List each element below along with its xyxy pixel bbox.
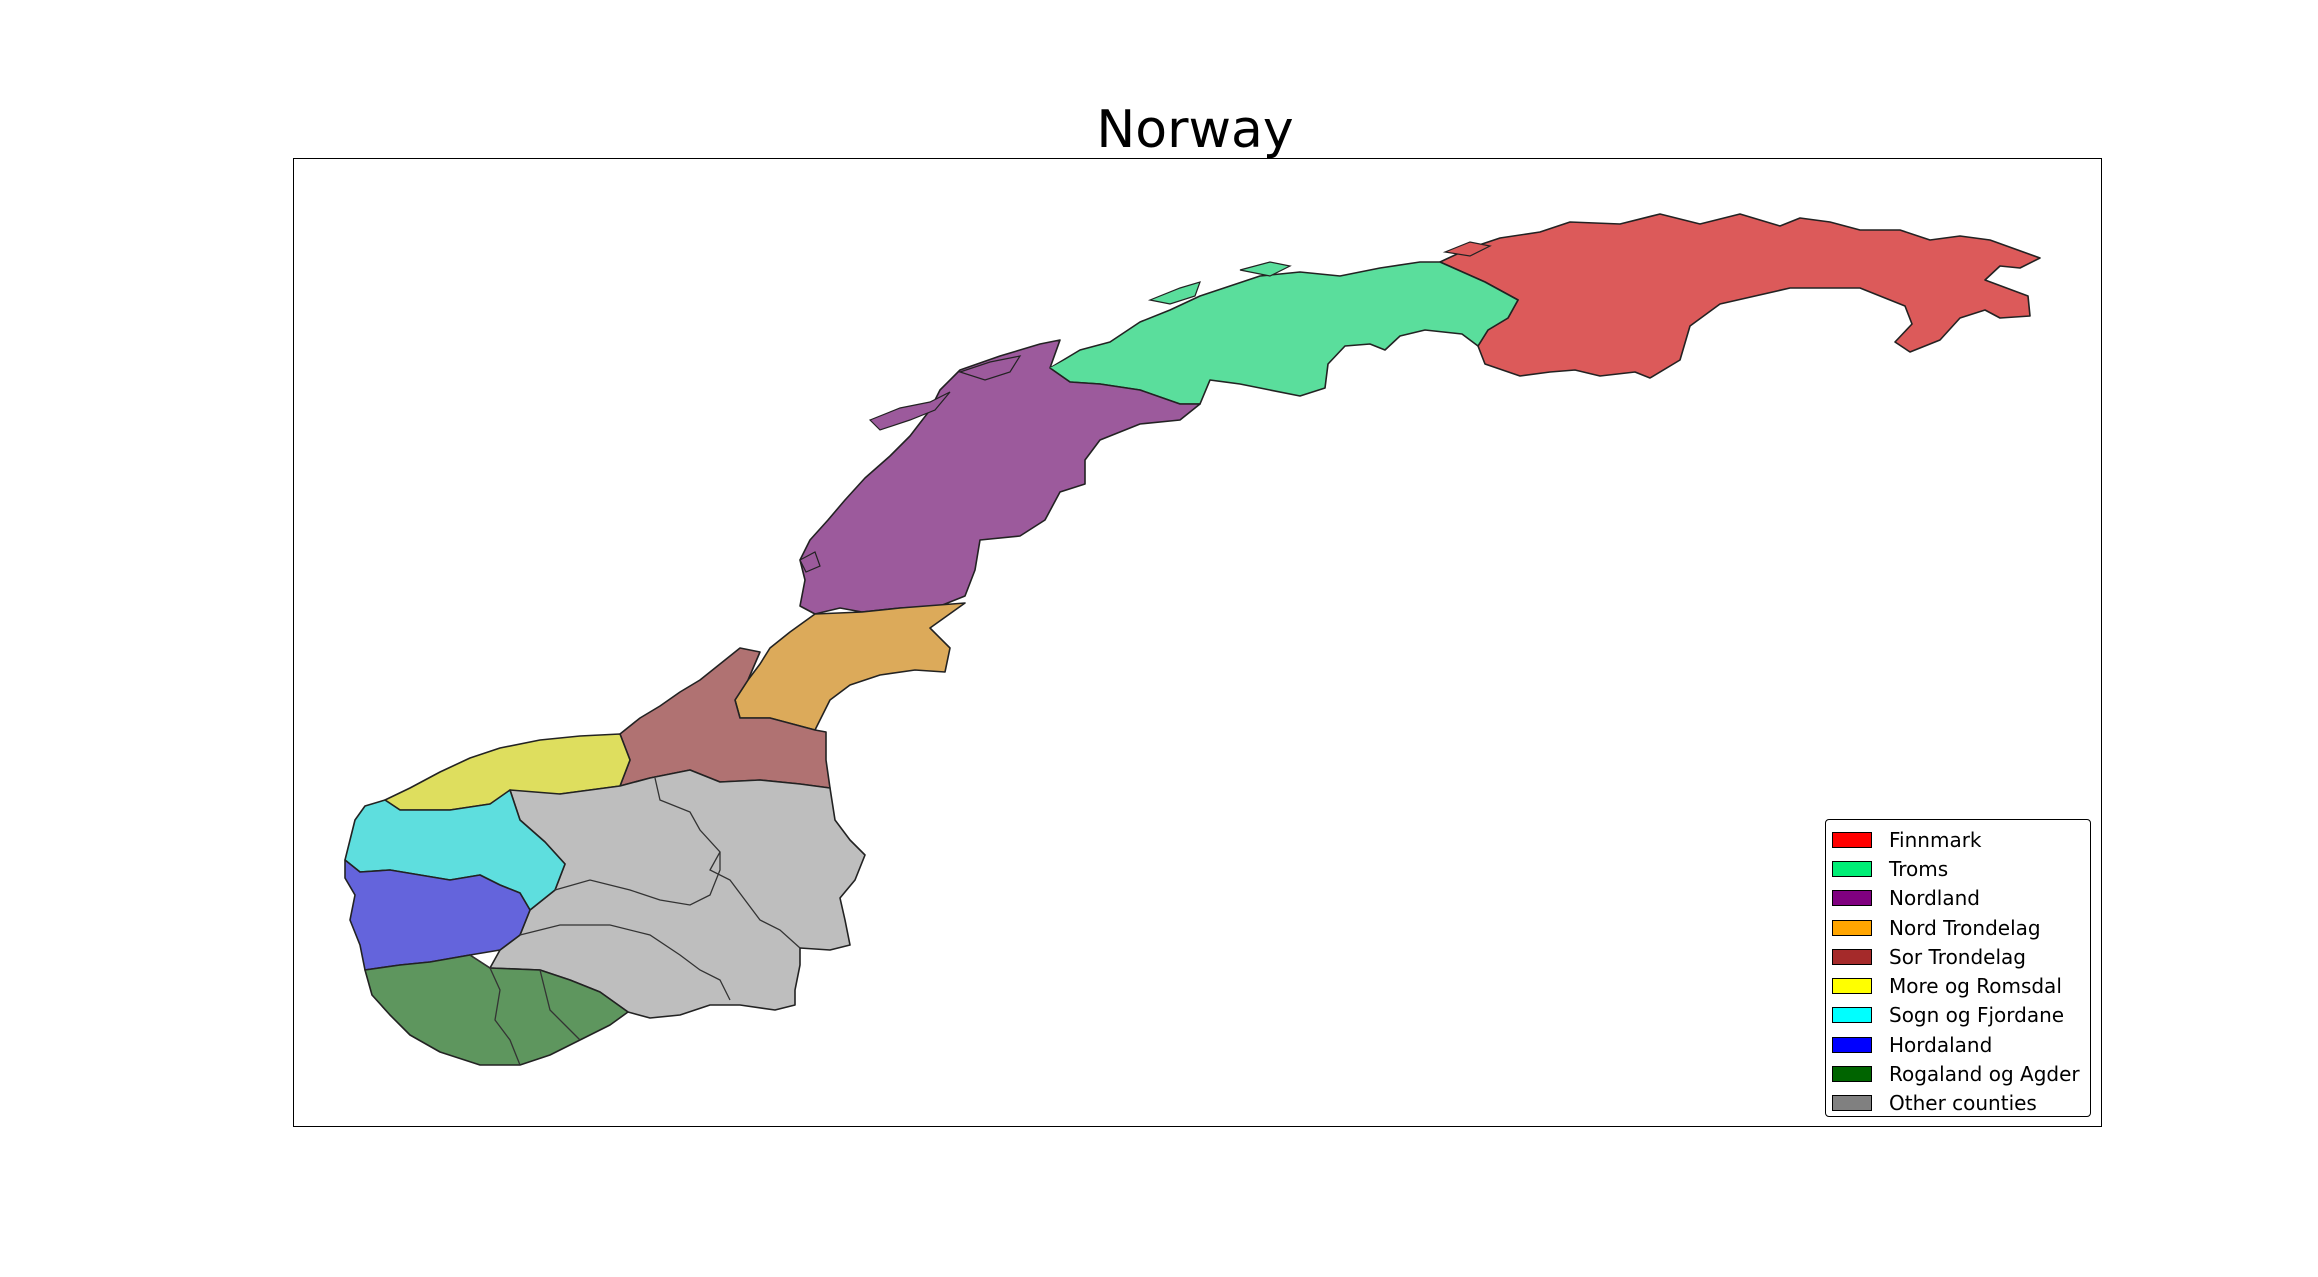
region-nord-trondelag — [734, 602, 966, 731]
legend-label: Nordland — [1889, 886, 1980, 911]
legend-swatch — [1832, 919, 1872, 936]
legend-label: Hordaland — [1889, 1032, 1993, 1057]
legend-label: Finnmark — [1889, 827, 1982, 852]
region-hordaland — [344, 859, 531, 971]
island-vesteralen — [958, 355, 1022, 381]
legend-item-troms: Troms — [1832, 854, 2090, 883]
legend-swatch — [1832, 890, 1872, 907]
legend-label: Other counties — [1889, 1091, 2037, 1116]
legend-swatch — [1832, 948, 1872, 965]
island-kvaloya — [1239, 261, 1292, 277]
legend-swatch — [1832, 978, 1872, 995]
island-nordland-1 — [799, 551, 821, 573]
border-inner-east-3 — [519, 924, 731, 1001]
region-finnmark — [1439, 213, 2041, 379]
island-troms-small — [1050, 360, 1070, 370]
legend-item-other-counties: Other counties — [1832, 1089, 2090, 1118]
legend-item-more-og-romsdal: More og Romsdal — [1832, 971, 2090, 1000]
legend-item-nordland: Nordland — [1832, 884, 2090, 913]
legend-label: Sogn og Fjordane — [1889, 1003, 2065, 1028]
legend: Finnmark Troms Nordland Nord Trondelag S… — [1825, 819, 2091, 1117]
island-soroya — [1442, 241, 1492, 257]
map-title: Norway — [1096, 100, 1294, 160]
legend-item-nord-trondelag: Nord Trondelag — [1832, 913, 2090, 942]
legend-swatch — [1832, 831, 1872, 848]
region-troms — [1049, 261, 1519, 405]
legend-item-rogaland-og-agder: Rogaland og Agder — [1832, 1059, 2090, 1088]
border-inner-east-1 — [654, 777, 801, 949]
border-inner-east-2 — [554, 852, 721, 906]
legend-label: Sor Trondelag — [1889, 944, 2026, 969]
legend-label: Troms — [1889, 856, 1949, 881]
legend-label: Rogaland og Agder — [1889, 1062, 2080, 1087]
legend-item-sogn-og-fjordane: Sogn og Fjordane — [1832, 1001, 2090, 1030]
legend-item-finnmark: Finnmark — [1832, 825, 2090, 854]
legend-item-sor-trondelag: Sor Trondelag — [1832, 942, 2090, 971]
legend-swatch — [1832, 1066, 1872, 1083]
legend-swatch — [1832, 1095, 1872, 1112]
island-lofoten — [868, 391, 951, 431]
legend-label: Nord Trondelag — [1889, 915, 2041, 940]
island-senja — [1147, 281, 1201, 305]
border-inner-south-1 — [469, 954, 521, 1066]
legend-swatch — [1832, 1036, 1872, 1053]
legend-label: More og Romsdal — [1889, 974, 2062, 999]
region-nordland — [799, 339, 1201, 615]
legend-swatch — [1832, 860, 1872, 877]
legend-swatch — [1832, 1007, 1872, 1024]
legend-item-hordaland: Hordaland — [1832, 1030, 2090, 1059]
border-inner-south-2 — [539, 969, 581, 1041]
